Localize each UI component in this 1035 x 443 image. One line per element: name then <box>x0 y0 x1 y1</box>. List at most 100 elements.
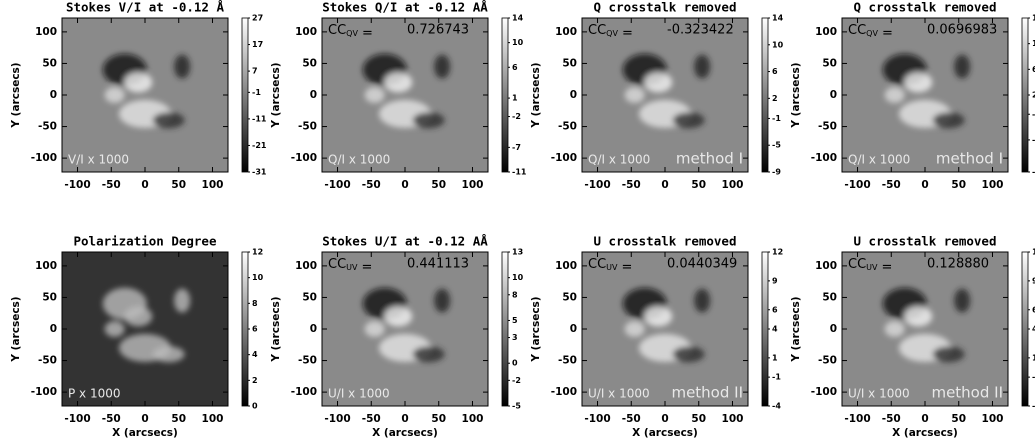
colorbar-tick-label: -10 <box>1032 168 1035 177</box>
correlation-value: 0.128880 <box>927 257 989 272</box>
image-panel <box>582 252 748 406</box>
x-tick-label: -50 <box>362 413 381 425</box>
colorbar-tick-label: 14 <box>512 14 524 23</box>
colorbar-tick-label: 6 <box>772 67 778 76</box>
x-tick-label: -100 <box>64 179 90 191</box>
y-tick-label: -100 <box>31 152 57 164</box>
x-tick-label: 100 <box>462 179 484 191</box>
panel-annotation: V/I x 1000 <box>68 153 129 167</box>
y-tick-label: 100 <box>815 260 837 272</box>
image-feature <box>152 346 185 363</box>
image-panel <box>322 252 488 406</box>
correlation-cc-sub: QV <box>346 29 358 38</box>
x-tick-label: -50 <box>362 179 381 191</box>
colorbar-tick-label: 10 <box>1032 39 1035 48</box>
y-tick-label: 100 <box>35 260 57 272</box>
y-tick-label: -100 <box>811 152 837 164</box>
x-tick-label: 0 <box>401 179 408 191</box>
colorbar-tick-label: 10 <box>512 273 524 282</box>
method-label: method II <box>671 384 743 402</box>
colorbar-tick-label: -7 <box>512 143 521 152</box>
correlation-cc-eq: = <box>622 26 633 41</box>
correlation-value: 0.441113 <box>407 257 469 272</box>
colorbar-tick-label: 6 <box>1032 305 1035 314</box>
x-tick-label: -50 <box>622 179 641 191</box>
image-feature <box>644 72 673 93</box>
colorbar-tick-label: 14 <box>772 14 784 23</box>
y-tick-label: 50 <box>562 291 577 303</box>
image-feature <box>624 321 645 337</box>
colorbar-tick-label: 4 <box>252 350 258 359</box>
y-tick-label: 0 <box>830 89 837 101</box>
colorbar <box>761 251 769 407</box>
colorbar-tick-label: -1 <box>252 88 261 97</box>
image-background <box>842 252 1008 406</box>
correlation-cc-eq: = <box>621 260 632 275</box>
correlation-cc-label: CC <box>328 257 346 272</box>
x-tick-label: -50 <box>882 413 901 425</box>
y-tick-label: 0 <box>310 89 317 101</box>
y-axis-label: Y (arcsecs) <box>530 62 542 128</box>
colorbar <box>1021 17 1029 173</box>
x-tick-label: 100 <box>982 179 1004 191</box>
method-label: method I <box>936 150 1003 168</box>
y-tick-label: -50 <box>298 121 317 133</box>
colorbar-tick-label: 4 <box>772 325 778 334</box>
x-axis-label: X (arcsecs) <box>112 427 178 439</box>
y-tick-label: 0 <box>50 323 57 335</box>
y-tick-label: 50 <box>562 57 577 69</box>
x-tick-label: -100 <box>584 413 610 425</box>
colorbar-tick-label: 4 <box>1032 325 1035 334</box>
colorbar-tick-label: 27 <box>252 14 263 23</box>
image-feature <box>644 306 673 327</box>
colorbar-tick-label: 9 <box>1032 276 1035 285</box>
panel-annotation: U/I x 1000 <box>328 387 390 401</box>
image-background <box>322 18 488 172</box>
colorbar-tick-label: -9 <box>772 168 781 177</box>
colorbar-tick-label: 2 <box>252 376 258 385</box>
x-tick-label: 100 <box>462 413 484 425</box>
y-tick-label: -100 <box>291 152 317 164</box>
image-feature <box>694 288 711 313</box>
image-panel <box>842 18 1008 172</box>
colorbar-tick-label: -2 <box>512 112 521 121</box>
image-feature <box>152 112 185 129</box>
x-axis-label: X (arcsecs) <box>372 427 438 439</box>
image-feature <box>954 54 971 79</box>
correlation-cc-label: CC <box>588 257 606 272</box>
colorbar-tick-label: -5 <box>772 141 781 150</box>
image-features <box>362 53 451 129</box>
colorbar-tick-label: -11 <box>252 114 267 123</box>
y-tick-label: 0 <box>50 89 57 101</box>
colorbar-tick-label: -1 <box>772 373 781 382</box>
panel-title: Stokes Q/I at -0.12 AÅ <box>322 0 488 15</box>
method-label: method II <box>931 384 1003 402</box>
image-feature <box>384 306 413 327</box>
correlation-cc-sub: QV <box>866 29 878 38</box>
x-tick-label: 50 <box>691 179 706 191</box>
panel-title: Stokes V/I at -0.12 Å <box>66 0 225 15</box>
panel-annotation: Q/I x 1000 <box>328 153 390 167</box>
image-feature <box>434 288 451 313</box>
colorbar-tick-label: -4 <box>772 402 781 411</box>
image-background <box>62 252 228 406</box>
y-tick-label: 100 <box>555 260 577 272</box>
image-feature <box>174 54 191 79</box>
x-tick-label: -100 <box>324 413 350 425</box>
y-tick-label: 0 <box>830 323 837 335</box>
method-label: method I <box>676 150 743 168</box>
colorbar-tick-label: 12 <box>1032 248 1035 257</box>
image-feature <box>932 346 965 363</box>
colorbar <box>761 17 769 173</box>
x-tick-label: 0 <box>141 413 148 425</box>
colorbar-tick-label: -1 <box>772 114 781 123</box>
correlation-cc-label: CC <box>848 257 866 272</box>
x-axis-label: X (arcsecs) <box>892 427 958 439</box>
image-features <box>622 287 711 363</box>
correlation-cc-eq: = <box>882 26 893 41</box>
colorbar <box>501 17 509 173</box>
colorbar-tick-label: 0 <box>512 359 518 368</box>
y-tick-label: -50 <box>298 355 317 367</box>
y-axis-label: Y (arcsecs) <box>10 62 22 128</box>
